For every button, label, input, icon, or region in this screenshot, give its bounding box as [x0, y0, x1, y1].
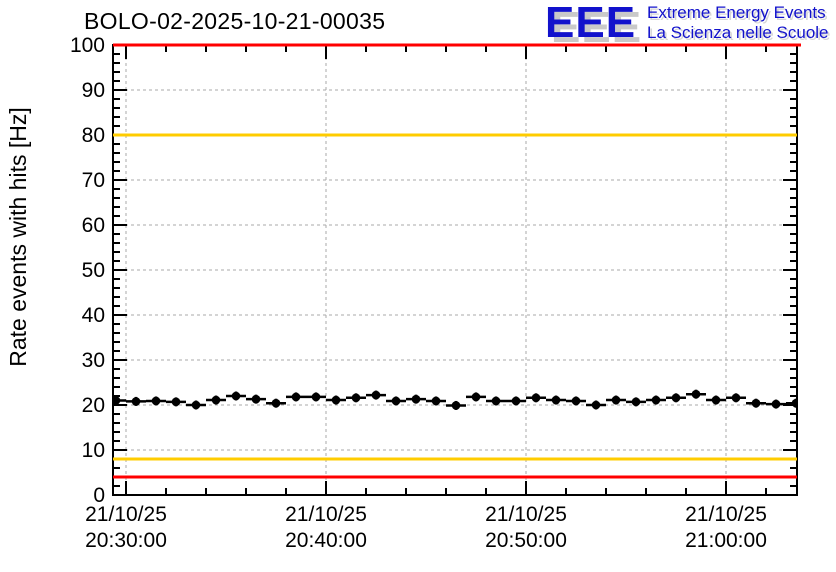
data-point	[171, 397, 181, 407]
data-point	[391, 396, 401, 406]
eee-logo-acronym: EEE	[545, 0, 637, 47]
x-tick-time: 20:40:00	[285, 529, 367, 552]
data-point	[591, 400, 601, 410]
y-tick-label: 40	[82, 304, 105, 327]
x-tick-time: 20:50:00	[485, 529, 567, 552]
y-tick-label: 50	[82, 259, 105, 282]
series-rate	[113, 389, 797, 410]
data-point	[411, 394, 421, 404]
data-point	[551, 395, 561, 405]
y-tick-label: 60	[82, 214, 105, 237]
y-tick-label: 10	[82, 439, 105, 462]
data-point	[451, 401, 461, 410]
data-point	[351, 393, 361, 403]
data-point	[331, 395, 341, 405]
y-tick-label: 30	[82, 349, 105, 372]
y-tick-label: 20	[82, 394, 105, 417]
eee-logo-line1: Extreme Energy Events	[647, 3, 826, 22]
data-point	[511, 396, 521, 406]
x-tick-date: 21/10/25	[285, 503, 367, 526]
data-point	[191, 400, 201, 410]
data-point	[751, 398, 761, 408]
data-point	[131, 397, 141, 406]
x-tick-date: 21/10/25	[485, 503, 567, 526]
x-tick-date: 21/10/25	[85, 503, 167, 526]
data-point	[571, 396, 581, 406]
data-point	[691, 389, 701, 399]
eee-logo-text: Extreme Energy Events La Scienza nelle S…	[647, 3, 828, 43]
data-point	[651, 395, 661, 405]
data-point	[671, 393, 681, 403]
data-point	[771, 399, 781, 409]
data-point	[311, 392, 321, 402]
grid	[113, 45, 797, 495]
y-tick-labels: 0 10 20 30 40 50 60 70 80 90 100	[70, 34, 105, 507]
data-point	[471, 392, 481, 402]
data-point	[151, 396, 161, 406]
data-point	[113, 396, 121, 405]
data-point	[791, 398, 797, 408]
y-tick-label: 80	[82, 124, 105, 147]
data-point	[491, 396, 501, 406]
data-point	[711, 395, 721, 405]
data-point	[731, 393, 741, 403]
data-point	[231, 391, 241, 401]
data-point	[431, 396, 441, 406]
y-tick-label: 100	[70, 34, 105, 57]
x-tick-time: 20:30:00	[85, 529, 167, 552]
data-point	[371, 390, 381, 400]
data-point	[631, 397, 641, 407]
data-point	[291, 392, 301, 402]
eee-logo: EEE Extreme Energy Events La Scienza nel…	[545, 1, 829, 45]
data-point	[251, 394, 261, 404]
x-tick-date: 21/10/25	[685, 503, 767, 526]
data-point	[611, 395, 621, 405]
y-tick-label: 0	[93, 484, 105, 507]
eee-logo-line2: La Scienza nelle Scuole	[647, 23, 829, 42]
data-point	[531, 393, 541, 403]
y-tick-label: 70	[82, 169, 105, 192]
data-point	[271, 398, 281, 408]
x-tick-labels: 21/10/25 20:30:00 21/10/25 20:40:00 21/10/25…	[85, 503, 767, 552]
y-tick-label: 90	[82, 79, 105, 102]
x-tick-time: 21:00:00	[685, 529, 767, 552]
chart-title: BOLO-02-2025-10-21-00035	[84, 8, 386, 34]
data-point	[211, 395, 221, 405]
